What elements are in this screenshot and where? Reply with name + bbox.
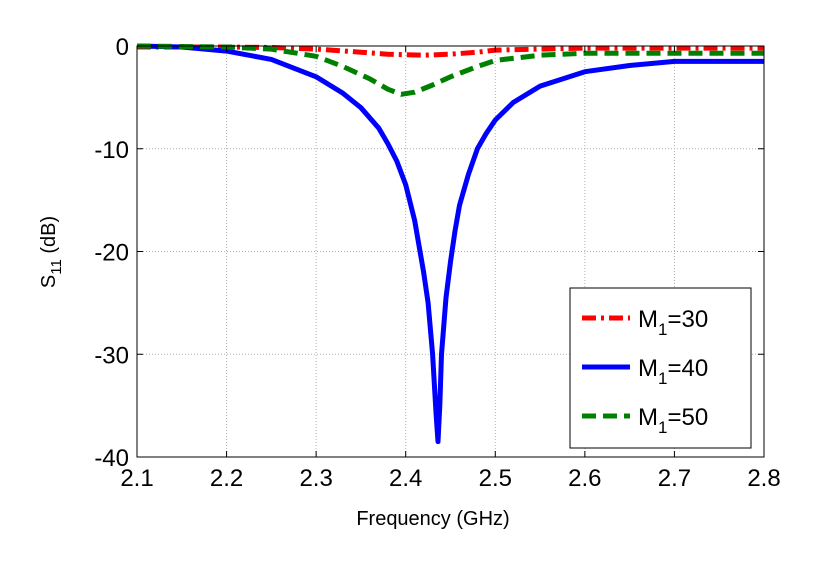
series-line-m1-50 (136, 43, 764, 97)
legend-label-sub: 1 (658, 418, 667, 437)
legend-label-sub: 1 (658, 369, 667, 388)
y-tick-label: 0 (116, 34, 129, 61)
y-axis-label-unit: (dB) (38, 216, 60, 259)
y-tick-labels: 0 -10 -20 -30 -40 (94, 34, 129, 472)
x-tick-label: 2.3 (299, 465, 332, 492)
legend-label-main: M (638, 404, 658, 431)
legend-label-rest: =50 (667, 404, 708, 431)
y-tick-label: -40 (94, 445, 129, 472)
x-tick-label: 2.1 (120, 465, 153, 492)
legend-label-sub: 1 (658, 320, 667, 339)
x-axis-label: Frequency (GHz) (356, 508, 509, 530)
y-tick-label: -30 (94, 342, 129, 369)
y-axis-label-sub: 11 (48, 259, 65, 275)
legend-label-rest: =30 (667, 306, 708, 333)
x-tick-label: 2.6 (568, 465, 601, 492)
legend-label: M1=50 (638, 404, 708, 437)
x-tick-label: 2.2 (210, 465, 243, 492)
series-line-m1-40 (136, 43, 764, 445)
x-tick-label: 2.7 (658, 465, 691, 492)
legend-label-main: M (638, 355, 658, 382)
tick-marks (136, 45, 765, 458)
x-tick-labels: 2.1 2.2 2.3 2.4 2.5 2.6 2.7 2.8 (120, 465, 780, 492)
y-axis-label: S11 (dB) (38, 216, 65, 288)
legend-label: M1=30 (638, 306, 708, 339)
legend-label-main: M (638, 306, 658, 333)
y-axis-label-main: S (38, 275, 60, 288)
x-tick-label: 2.4 (389, 465, 422, 492)
legend-label-rest: =40 (667, 355, 708, 382)
y-tick-label: -10 (94, 137, 129, 164)
y-tick-label: -20 (94, 240, 129, 267)
legend-label: M1=40 (638, 355, 708, 388)
x-tick-label: 2.5 (479, 465, 512, 492)
x-tick-label: 2.8 (747, 465, 780, 492)
series-layer (136, 43, 764, 445)
series-line-m1-30 (137, 44, 764, 58)
